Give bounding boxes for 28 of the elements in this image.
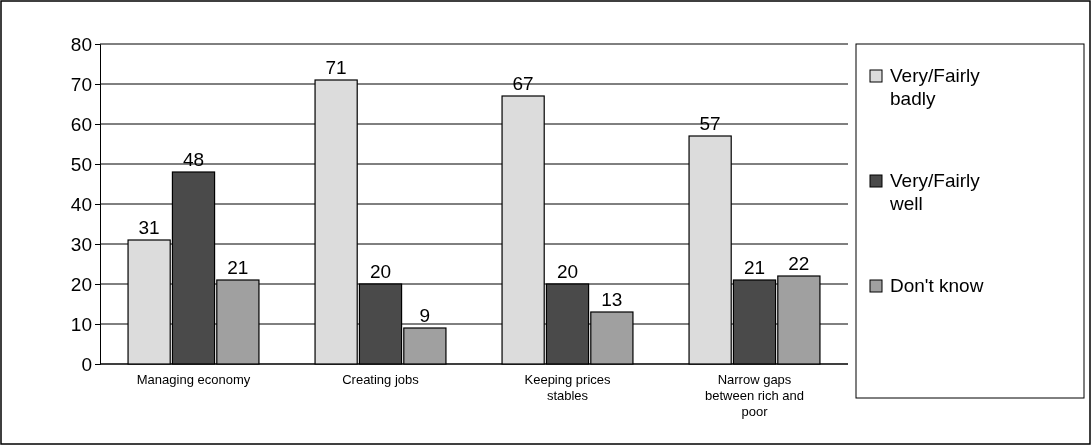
x-tick-label: Creating jobs — [342, 372, 420, 387]
legend-label: Don't know — [890, 275, 984, 296]
data-label: 71 — [325, 57, 347, 78]
data-label: 67 — [512, 73, 534, 94]
data-label: 9 — [419, 305, 431, 326]
y-tick-label: 30 — [70, 233, 92, 255]
x-tick-label: Managing economy — [136, 372, 251, 387]
data-label: 22 — [788, 253, 810, 274]
y-tick-label: 0 — [81, 353, 92, 375]
data-label: 20 — [556, 261, 579, 282]
data-label: 21 — [743, 257, 766, 278]
data-label: 20 — [369, 261, 392, 282]
legend-label: Very/Fairly badly — [890, 65, 981, 109]
x-tick-label: Narrow gaps between rich and poor — [704, 372, 805, 419]
y-tick-label: 10 — [70, 313, 92, 335]
data-label: 48 — [182, 149, 205, 170]
data-label: 57 — [699, 113, 721, 134]
legend-label: Very/Fairly well — [889, 170, 981, 214]
y-tick-label: 70 — [70, 73, 92, 95]
data-label: 31 — [138, 217, 160, 238]
data-label: 13 — [601, 289, 623, 310]
y-tick-label: 50 — [70, 153, 92, 175]
y-tick-label: 20 — [70, 273, 92, 295]
y-tick-label: 80 — [70, 33, 92, 55]
x-tick-label: Keeping prices stables — [524, 372, 611, 403]
data-label: 21 — [227, 257, 249, 278]
y-tick-label: 60 — [70, 113, 92, 135]
y-tick-label: 40 — [70, 193, 92, 215]
